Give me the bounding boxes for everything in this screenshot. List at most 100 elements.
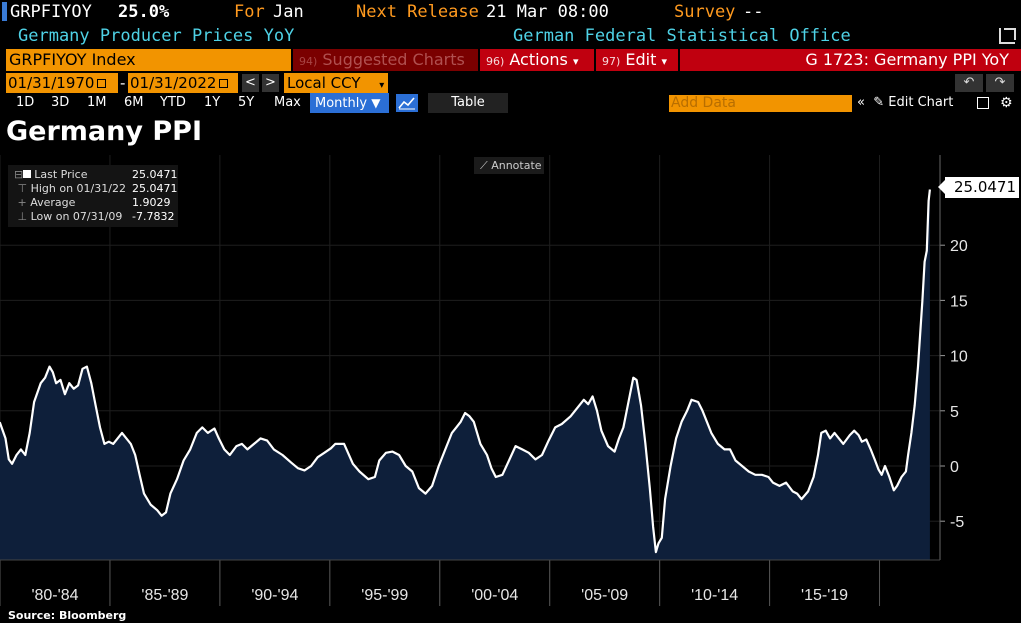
survey-label: Survey <box>674 2 736 22</box>
y-tick-label: 5 <box>950 404 959 421</box>
chart-legend[interactable]: ⊟ Last Price 25.0471 ⊤ High on 01/31/22 2… <box>8 165 178 227</box>
security-header-row: GRPFIYOY 25.0% For Jan Next Release 21 M… <box>0 0 1021 24</box>
chart-settings-square-icon[interactable] <box>977 97 989 109</box>
suggested-label: Suggested Charts <box>322 50 465 69</box>
security-description: Germany Producer Prices YoY <box>18 26 295 46</box>
x-tick-label: '00-'04 <box>471 587 518 604</box>
x-tick-label: '95-'99 <box>361 587 408 604</box>
x-tick-label: '90-'94 <box>251 587 298 604</box>
range-1m[interactable]: 1M <box>87 95 107 110</box>
add-data-input[interactable]: Add Data <box>669 95 852 112</box>
edit-chart-button[interactable]: « ✎ Edit Chart <box>857 95 953 111</box>
line-chart-icon[interactable] <box>396 94 418 112</box>
range-5y[interactable]: 5Y <box>238 95 255 110</box>
edit-chart-label: Edit Chart <box>888 95 954 110</box>
survey-value: -- <box>743 2 764 22</box>
start-date-field[interactable]: 01/31/1970 <box>6 73 118 93</box>
date-range-row: 01/31/1970 - 01/31/2022 < > Local CCY ▾ … <box>0 73 1021 93</box>
y-tick-label: 20 <box>950 238 968 255</box>
edit-key: 97) <box>602 55 621 68</box>
x-tick-label: '15-'19 <box>801 587 848 604</box>
next-period-button[interactable]: > <box>262 74 279 92</box>
annotate-button[interactable]: ⟋ Annotate <box>474 157 544 174</box>
end-calendar-icon[interactable] <box>219 79 229 88</box>
currency-select[interactable]: Local CCY ▾ <box>284 73 388 93</box>
frequency-value: Monthly <box>315 96 368 111</box>
actions-menu-button[interactable]: 96) Actions ▾ <box>480 49 594 71</box>
end-date-field[interactable]: 01/31/2022 <box>128 73 238 93</box>
chart-title: Germany PPI <box>6 116 202 147</box>
start-date-value: 01/31/1970 <box>8 74 95 92</box>
actions-caret-icon: ▾ <box>572 55 579 68</box>
y-tick-label: -5 <box>950 514 964 531</box>
source-organization: German Federal Statistical Office <box>513 26 851 46</box>
current-value: 25.0% <box>118 2 170 22</box>
range-toolbar: 1D 3D 1M 6M YTD 1Y 5Y Max Monthly ▼ Tabl… <box>0 93 1021 113</box>
undo-icon[interactable]: ↶ <box>955 74 983 92</box>
actions-key: 96) <box>486 55 505 68</box>
y-tick-label: 10 <box>950 349 968 366</box>
legend-last-price-label: Last Price <box>34 168 88 181</box>
prev-period-button[interactable]: < <box>242 74 259 92</box>
series-line <box>0 189 931 554</box>
x-tick-label: '85-'89 <box>141 587 188 604</box>
range-3d[interactable]: 3D <box>51 95 70 110</box>
ticker-code[interactable]: GRPFIYOY <box>10 2 92 22</box>
range-1d[interactable]: 1D <box>16 95 35 110</box>
pencil-icon: ✎ <box>873 95 885 110</box>
legend-high-label: High on 01/31/22 <box>30 182 126 195</box>
edit-menu-button[interactable]: 97) Edit ▾ <box>596 49 678 71</box>
frequency-caret-icon: ▼ <box>371 96 381 110</box>
currency-value: Local CCY <box>287 74 361 92</box>
suggested-key: 94) <box>299 55 318 68</box>
range-6m[interactable]: 6M <box>124 95 144 110</box>
ticker-input[interactable]: GRPFIYOY Index <box>6 49 291 71</box>
currency-caret-icon: ▾ <box>379 80 385 91</box>
frequency-select[interactable]: Monthly ▼ <box>310 93 389 113</box>
end-date-value: 01/31/2022 <box>130 74 217 92</box>
collapse-icon[interactable]: « <box>857 95 865 110</box>
gear-icon[interactable]: ⚙ <box>1000 95 1013 111</box>
description-row: Germany Producer Prices YoY German Feder… <box>0 24 1021 48</box>
legend-last-price-value: 25.0471 <box>132 168 178 181</box>
chart-id: G 1723: Germany PPI YoY <box>680 49 1021 71</box>
range-ytd[interactable]: YTD <box>160 95 186 110</box>
export-icon[interactable] <box>999 28 1016 44</box>
legend-high: ⊤ High on 01/31/22 <box>14 182 126 195</box>
series-area <box>0 189 930 560</box>
range-1y[interactable]: 1Y <box>204 95 221 110</box>
legend-low-value: -7.7832 <box>132 210 175 223</box>
y-axis: -5 0 5 10 15 20 <box>939 155 968 560</box>
date-separator: - <box>120 74 126 92</box>
next-release-label: Next Release <box>356 2 479 22</box>
legend-average: + Average <box>14 196 76 209</box>
y-tick-label: 15 <box>950 293 968 310</box>
legend-low: ⊥ Low on 07/31/09 <box>14 210 123 223</box>
annotate-icon: ⟋ <box>480 159 488 172</box>
legend-average-label: Average <box>30 196 76 209</box>
source-note: Source: Bloomberg <box>8 609 127 622</box>
x-tick-label: '05-'09 <box>581 587 628 604</box>
x-axis: '80-'84 '85-'89 '90-'94 '95-'99 '00-'04 '05-'… <box>0 559 940 606</box>
edit-label: Edit <box>625 50 657 69</box>
start-calendar-icon[interactable] <box>97 79 107 88</box>
x-tick-label: '80-'84 <box>31 587 78 604</box>
legend-low-label: Low on 07/31/09 <box>30 210 123 223</box>
for-value: Jan <box>273 2 304 22</box>
edit-caret-icon: ▾ <box>661 55 667 68</box>
redo-icon[interactable]: ↷ <box>986 74 1014 92</box>
x-tick-label: '10-'14 <box>691 587 738 604</box>
command-toolbar: GRPFIYOY Index 94) Suggested Charts 96) … <box>0 49 1021 71</box>
y-tick-label: 0 <box>950 459 959 476</box>
for-label: For <box>234 2 265 22</box>
actions-label: Actions <box>509 50 568 69</box>
table-button[interactable]: Table <box>428 93 508 113</box>
range-max[interactable]: Max <box>274 95 301 110</box>
security-indicator <box>2 2 7 21</box>
legend-high-value: 25.0471 <box>132 182 178 195</box>
suggested-charts-button[interactable]: 94) Suggested Charts <box>293 49 478 71</box>
legend-average-value: 1.9029 <box>132 196 171 209</box>
legend-last-price: ⊟ Last Price <box>14 168 88 181</box>
next-release-value: 21 Mar 08:00 <box>486 2 609 22</box>
